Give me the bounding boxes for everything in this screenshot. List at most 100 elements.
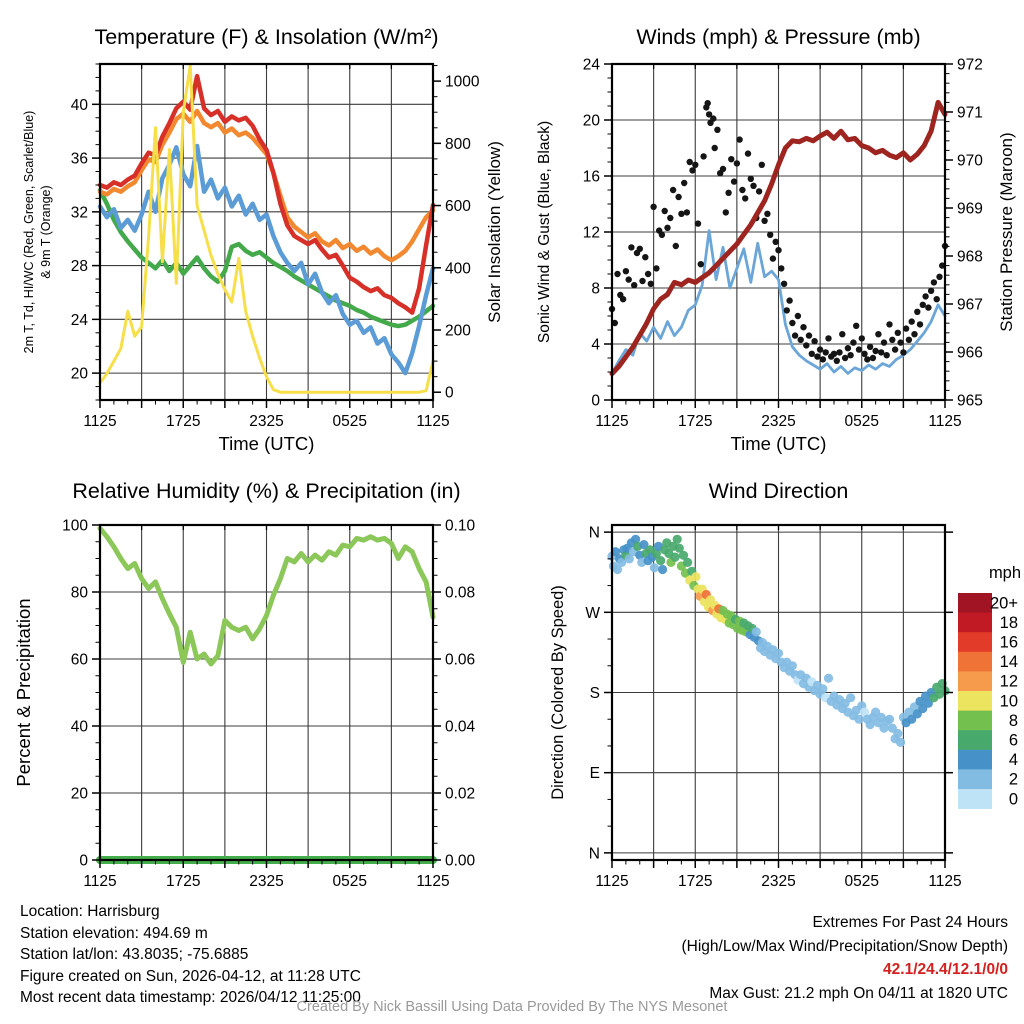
svg-text:80: 80 bbox=[71, 585, 89, 602]
svg-text:6: 6 bbox=[1009, 732, 1018, 750]
extremes-block: Extremes For Past 24 Hours (High/Low/Max… bbox=[682, 911, 1009, 1005]
extremes-values: 42.1/24.4/12.1/0/0 bbox=[883, 961, 1008, 978]
svg-text:60: 60 bbox=[71, 652, 89, 669]
svg-text:400: 400 bbox=[445, 260, 471, 277]
svg-text:Wind Direction: Wind Direction bbox=[709, 479, 849, 503]
svg-text:0525: 0525 bbox=[845, 413, 879, 430]
figure-created: Figure created on Sun, 2026-04-12, at 11… bbox=[20, 967, 361, 985]
svg-text:10: 10 bbox=[1000, 692, 1018, 710]
svg-text:16: 16 bbox=[583, 169, 600, 186]
svg-text:2325: 2325 bbox=[249, 413, 283, 430]
station-info-block: Location: Harrisburg Station elevation: … bbox=[20, 901, 361, 1009]
svg-text:20+: 20+ bbox=[990, 594, 1018, 612]
svg-text:1125: 1125 bbox=[595, 873, 628, 890]
svg-text:Relative Humidity (%) & Precip: Relative Humidity (%) & Precipitation (i… bbox=[72, 479, 460, 503]
svg-text:0525: 0525 bbox=[845, 873, 879, 890]
svg-text:Time (UTC): Time (UTC) bbox=[731, 433, 827, 454]
svg-text:2325: 2325 bbox=[249, 873, 283, 890]
svg-text:1725: 1725 bbox=[166, 873, 200, 890]
svg-text:0.08: 0.08 bbox=[445, 585, 475, 602]
svg-text:16: 16 bbox=[1000, 634, 1018, 652]
svg-text:1125: 1125 bbox=[595, 413, 628, 430]
svg-text:0525: 0525 bbox=[333, 413, 367, 430]
svg-text:0: 0 bbox=[79, 853, 88, 870]
temperature-insolation-chart: 1125 1725 2325 0525 112520242832364002004006… bbox=[22, 25, 504, 454]
svg-text:800: 800 bbox=[445, 136, 471, 153]
winds-pressure-chart: 1125 1725 2325 0525 1125 0 4 8 12 16 20 24 965 966 967… bbox=[536, 25, 1016, 454]
svg-text:967: 967 bbox=[957, 297, 983, 314]
svg-text:N: N bbox=[589, 525, 600, 542]
svg-text:1125: 1125 bbox=[83, 873, 116, 890]
svg-text:Station Pressure (Maroon): Station Pressure (Maroon) bbox=[997, 132, 1016, 331]
svg-text:S: S bbox=[590, 685, 600, 702]
svg-text:0.00: 0.00 bbox=[445, 853, 476, 870]
svg-text:4: 4 bbox=[591, 337, 600, 354]
svg-text:20: 20 bbox=[583, 113, 601, 130]
svg-text:Sonic Wind & Gust (Blue, Black: Sonic Wind & Gust (Blue, Black) bbox=[536, 121, 553, 343]
svg-text:1125: 1125 bbox=[83, 413, 116, 430]
svg-text:36: 36 bbox=[71, 151, 88, 168]
svg-text:& 9m T (Orange): & 9m T (Orange) bbox=[39, 185, 53, 278]
station-latlon: Station lat/lon: 43.8035; -75.6885 bbox=[20, 946, 249, 963]
svg-text:1725: 1725 bbox=[678, 413, 712, 430]
svg-text:20: 20 bbox=[71, 366, 89, 383]
svg-text:1725: 1725 bbox=[678, 873, 712, 890]
svg-text:Temperature (F) & Insolation (: Temperature (F) & Insolation (W/m²) bbox=[94, 25, 438, 49]
svg-text:969: 969 bbox=[957, 201, 983, 218]
svg-text:0: 0 bbox=[445, 385, 454, 402]
extremes-title: Extremes For Past 24 Hours bbox=[812, 914, 1008, 931]
station-elevation: Station elevation: 494.69 m bbox=[20, 924, 208, 942]
svg-text:0525: 0525 bbox=[333, 873, 367, 890]
svg-text:N: N bbox=[589, 845, 600, 862]
svg-text:968: 968 bbox=[957, 249, 983, 266]
svg-text:0.02: 0.02 bbox=[445, 786, 475, 803]
svg-text:0.10: 0.10 bbox=[445, 518, 476, 535]
svg-text:0: 0 bbox=[1009, 790, 1018, 808]
svg-text:1725: 1725 bbox=[166, 413, 200, 430]
svg-text:0.06: 0.06 bbox=[445, 652, 475, 669]
station-location: Location: Harrisburg bbox=[20, 903, 160, 920]
svg-text:8: 8 bbox=[1009, 712, 1018, 730]
humidity-precipitation-chart: 1125 1725 2325 0525 1125 0 20 40 60 80 100 0.00 0.02… bbox=[13, 479, 476, 890]
svg-text:2m T, Td, HI/WC (Red, Green, S: 2m T, Td, HI/WC (Red, Green, Scarlet/Blu… bbox=[22, 111, 36, 354]
svg-text:40: 40 bbox=[71, 719, 89, 736]
svg-text:971: 971 bbox=[957, 105, 983, 122]
svg-text:mph: mph bbox=[989, 564, 1021, 582]
svg-text:Direction (Colored By Speed): Direction (Colored By Speed) bbox=[549, 585, 567, 800]
extremes-subtitle: (High/Low/Max Wind/Precipitation/Snow De… bbox=[681, 937, 1009, 955]
svg-text:12: 12 bbox=[583, 225, 600, 242]
svg-text:32: 32 bbox=[71, 204, 88, 221]
svg-text:Solar Insolation (Yellow): Solar Insolation (Yellow) bbox=[485, 141, 504, 323]
svg-text:0: 0 bbox=[591, 393, 600, 410]
svg-text:0.04: 0.04 bbox=[445, 719, 476, 736]
wind-direction-chart: 1125 1725 2325 0525 1125 N W S E N Wind Direction D… bbox=[549, 479, 1021, 890]
svg-text:970: 970 bbox=[957, 153, 983, 170]
svg-text:972: 972 bbox=[957, 57, 983, 74]
svg-text:4: 4 bbox=[1009, 751, 1018, 769]
svg-text:600: 600 bbox=[445, 198, 471, 215]
svg-text:12: 12 bbox=[1000, 673, 1018, 691]
svg-text:Winds (mph) & Pressure (mb): Winds (mph) & Pressure (mb) bbox=[636, 25, 920, 49]
svg-text:Time (UTC): Time (UTC) bbox=[219, 433, 315, 454]
svg-text:8: 8 bbox=[591, 281, 600, 298]
credit-line: Created By Nick Bassill Using Data Provi… bbox=[296, 999, 728, 1015]
svg-text:965: 965 bbox=[957, 393, 983, 410]
svg-text:24: 24 bbox=[583, 57, 601, 74]
svg-text:1125: 1125 bbox=[928, 873, 961, 890]
svg-text:1125: 1125 bbox=[416, 413, 449, 430]
svg-text:2325: 2325 bbox=[761, 413, 795, 430]
svg-text:2325: 2325 bbox=[761, 873, 795, 890]
data-timestamp: Most recent data timestamp: 2026/04/12 1… bbox=[20, 989, 361, 1006]
svg-text:W: W bbox=[585, 605, 600, 622]
svg-text:Percent & Precipitation: Percent & Precipitation bbox=[13, 598, 34, 786]
svg-text:2: 2 bbox=[1009, 771, 1018, 789]
svg-text:966: 966 bbox=[957, 345, 983, 362]
svg-text:1000: 1000 bbox=[445, 74, 480, 91]
svg-text:200: 200 bbox=[445, 323, 471, 340]
max-gust: Max Gust: 21.2 mph On 04/11 at 1820 UTC bbox=[709, 984, 1008, 1002]
svg-text:28: 28 bbox=[71, 258, 88, 275]
svg-text:18: 18 bbox=[1000, 614, 1018, 632]
svg-text:40: 40 bbox=[71, 97, 89, 114]
svg-text:E: E bbox=[590, 765, 600, 782]
